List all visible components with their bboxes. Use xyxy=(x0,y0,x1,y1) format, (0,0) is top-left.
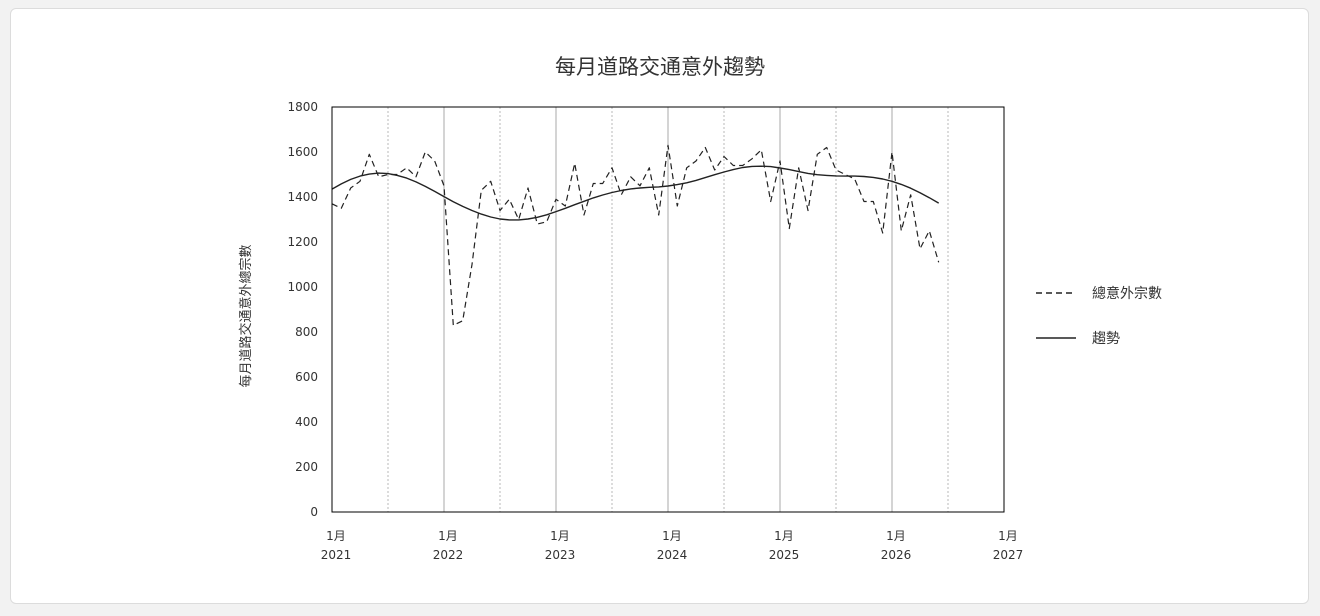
x-tick-year: 2027 xyxy=(993,548,1024,562)
y-tick-label: 0 xyxy=(310,505,318,519)
y-tick-label: 400 xyxy=(295,415,318,429)
x-tick-year: 2021 xyxy=(321,548,352,562)
x-tick-month: 1月 xyxy=(774,529,794,543)
y-tick-label: 1800 xyxy=(287,100,318,114)
plot-frame xyxy=(331,106,1005,513)
x-tick-year: 2026 xyxy=(881,548,912,562)
legend-label-trend: 趨勢 xyxy=(1092,331,1120,347)
x-tick-month: 1月 xyxy=(662,529,682,543)
y-tick-label: 1000 xyxy=(287,280,318,294)
x-tick-labels: 1月 2021 1月 2022 1月 2023 1月 2024 1月 2025 1月 2026 1月 20… xyxy=(321,529,1024,562)
y-tick-label: 1600 xyxy=(287,145,318,159)
grid-lines xyxy=(387,107,949,512)
x-tick-year: 2025 xyxy=(769,548,800,562)
x-tick-year: 2022 xyxy=(433,548,464,562)
y-tick-labels: 0 200 400 600 800 1000 1200 1400 1600 1800 xyxy=(287,100,318,519)
x-tick-month: 1月 xyxy=(998,529,1018,543)
series-line-trend xyxy=(331,165,940,221)
x-tick-year: 2023 xyxy=(545,548,576,562)
chart-title: 每月道路交通意外趨勢 xyxy=(555,55,765,79)
legend-label-total: 總意外宗數 xyxy=(1092,285,1162,302)
series-lines xyxy=(331,144,940,326)
x-tick-month: 1月 xyxy=(886,529,906,543)
y-tick-label: 1200 xyxy=(287,235,318,249)
x-tick-month: 1月 xyxy=(550,529,570,543)
x-tick-year: 2024 xyxy=(657,548,688,562)
legend: 總意外宗數 趨勢 xyxy=(1036,285,1162,347)
series-line-total xyxy=(331,144,940,326)
y-tick-label: 800 xyxy=(295,325,318,339)
x-tick-month: 1月 xyxy=(438,529,458,543)
x-tick-month: 1月 xyxy=(326,529,346,543)
y-axis-label: 每月道路交通意外總宗數 xyxy=(238,244,254,387)
y-tick-label: 200 xyxy=(295,460,318,474)
y-tick-label: 1400 xyxy=(287,190,318,204)
y-tick-label: 600 xyxy=(295,370,318,384)
